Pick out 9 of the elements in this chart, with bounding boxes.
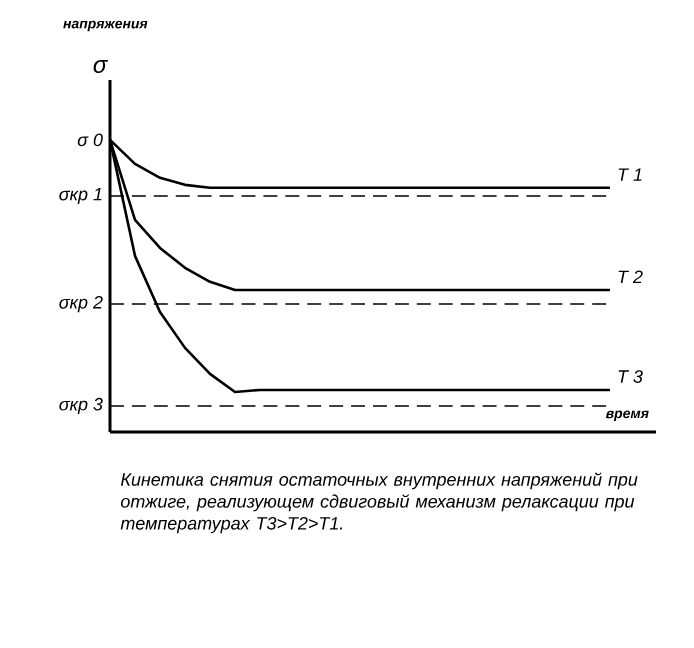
text: Кинетика снятия остаточных внутренних напряжений при отжиге, реализующем сдвиговый механизм релаксации при температурах T3>T2>T1. [120,472,638,534]
ref-line-label: σкр 1 [59,187,102,204]
y-axis-title: σ [93,60,108,73]
ref-line-label: σкр 2 [59,295,103,313]
text: σ 0 [77,133,103,147]
series-label: T 1 [618,168,642,181]
ref-line-label: σкр 3 [59,397,103,415]
series-label: T 2 [618,270,643,283]
series-label: T 3 [618,370,643,383]
